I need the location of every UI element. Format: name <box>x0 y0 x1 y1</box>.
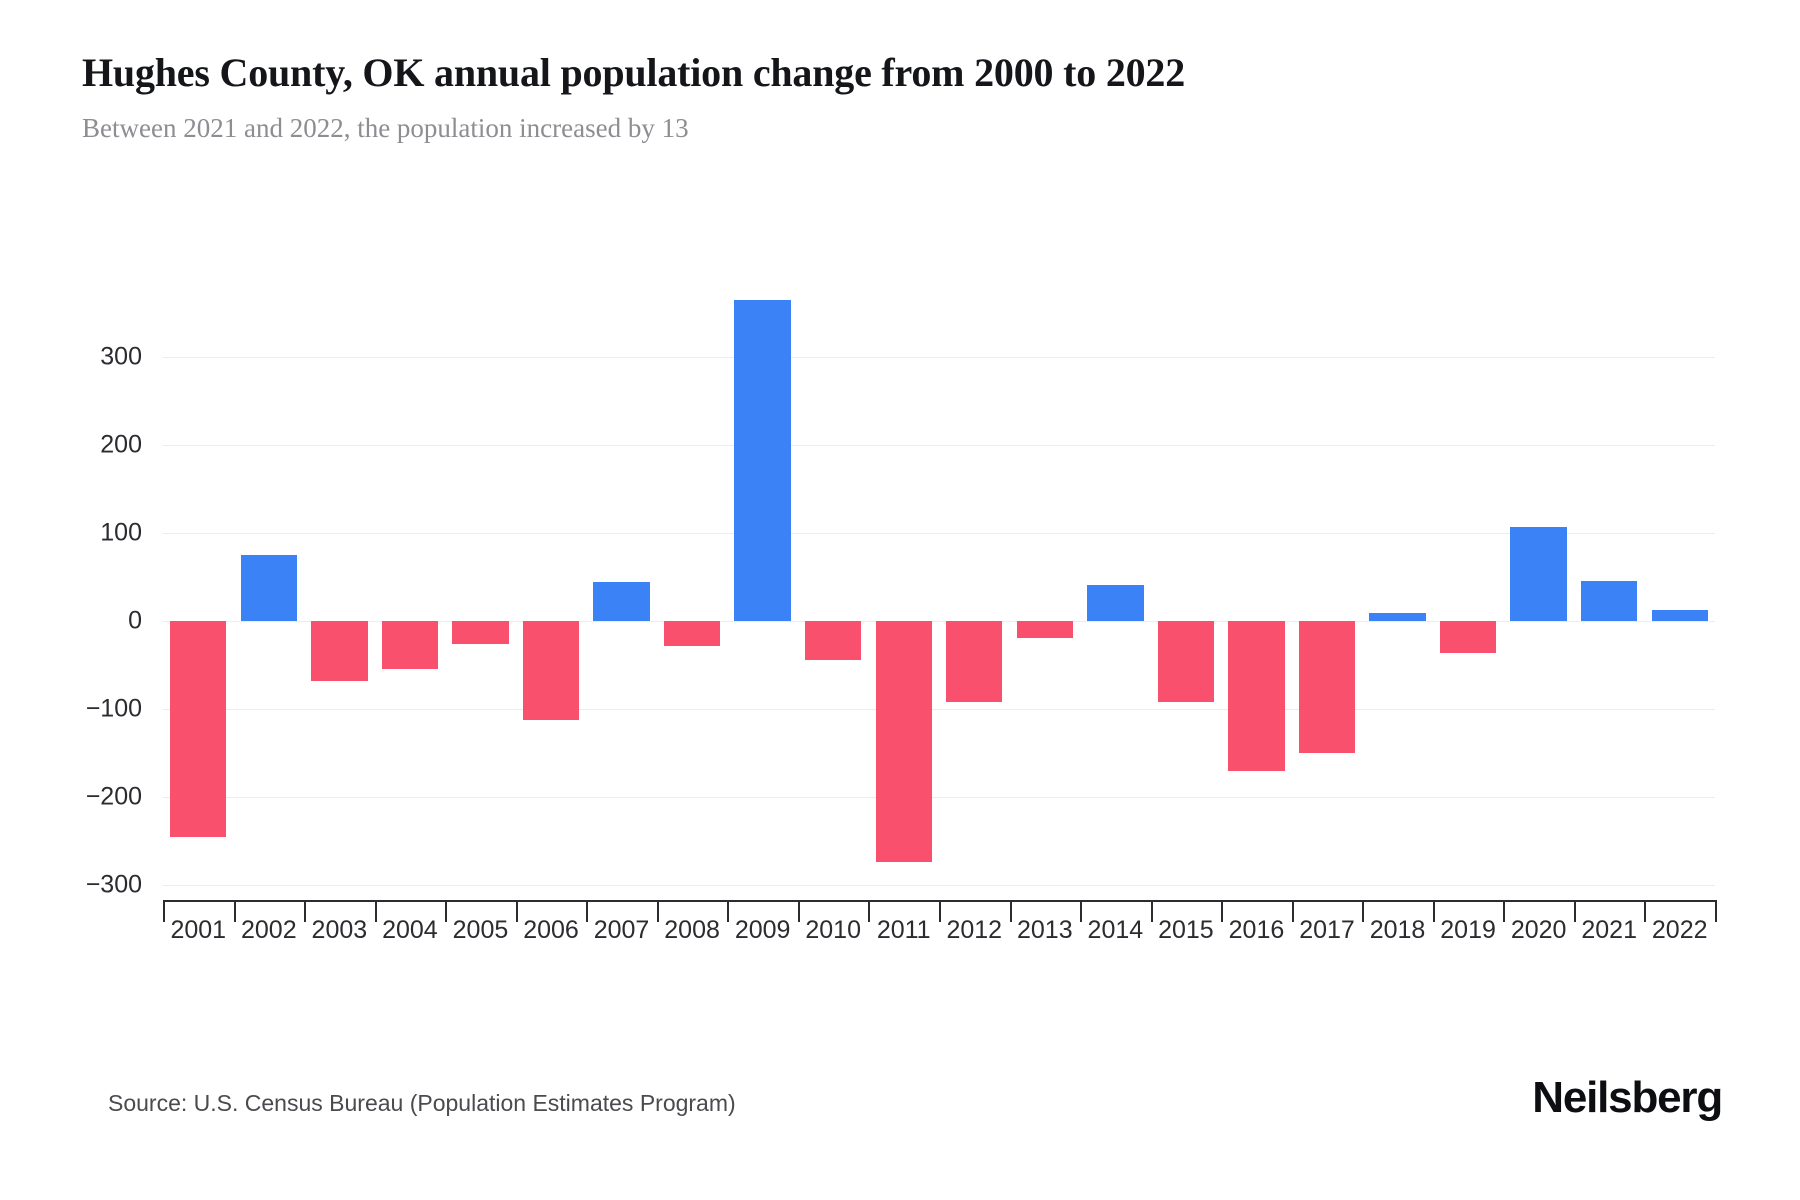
bar-2005[interactable] <box>452 621 509 644</box>
gridline <box>163 797 1715 798</box>
x-axis-tick-mark <box>727 900 730 922</box>
bar-2001[interactable] <box>170 621 227 837</box>
x-axis-tick-mark <box>586 900 589 922</box>
x-axis-tick-label: 2001 <box>170 916 227 944</box>
y-axis-tick-label: −100 <box>85 694 142 723</box>
x-axis-tick-mark <box>1503 900 1506 922</box>
bar-2017[interactable] <box>1298 621 1356 753</box>
x-axis-tick-label: 2019 <box>1440 916 1496 944</box>
source-note: Source: U.S. Census Bureau (Population E… <box>108 1090 736 1116</box>
bar-2013[interactable] <box>1016 621 1074 638</box>
y-axis-tick-label: −300 <box>85 870 142 899</box>
x-axis-tick-label: 2015 <box>1158 916 1214 944</box>
bar-2021[interactable] <box>1580 580 1638 621</box>
bar-2012[interactable] <box>946 621 1003 702</box>
y-axis-tick-label: −200 <box>85 782 142 811</box>
bar-2007[interactable] <box>593 582 650 621</box>
bar-2002[interactable] <box>240 555 298 621</box>
x-axis-tick-mark <box>1150 900 1153 922</box>
y-axis-tick-label: 300 <box>100 342 142 371</box>
x-axis-tick-label: 2021 <box>1581 916 1637 944</box>
x-axis-tick-mark <box>1291 900 1294 922</box>
gridline <box>163 621 1715 622</box>
x-axis-tick-label: 2020 <box>1510 916 1567 944</box>
gridline <box>163 357 1715 358</box>
x-axis-tick-mark <box>1362 900 1365 922</box>
x-axis-tick-mark <box>656 900 659 922</box>
x-axis-tick-label: 2004 <box>382 916 438 944</box>
x-axis-tick-mark <box>797 900 800 922</box>
x-axis-tick-label: 2008 <box>664 916 720 944</box>
x-axis-tick-mark <box>1432 900 1435 922</box>
x-axis-tick-label: 2017 <box>1299 916 1355 944</box>
chart-subtitle: Between 2021 and 2022, the population in… <box>82 113 689 143</box>
x-axis-tick-mark <box>1221 900 1224 922</box>
bar-2015[interactable] <box>1157 621 1215 702</box>
x-axis-tick-label: 2007 <box>593 916 650 944</box>
bar-2020[interactable] <box>1510 526 1567 621</box>
bar-2018[interactable] <box>1369 613 1426 621</box>
bar-2010[interactable] <box>804 621 862 660</box>
x-axis-tick-mark <box>1715 900 1717 922</box>
x-axis-tick-label: 2005 <box>452 916 509 944</box>
x-axis-tick-label: 2006 <box>523 916 579 944</box>
x-axis-tick-mark <box>1009 900 1012 922</box>
x-axis-tick-label: 2022 <box>1651 916 1708 944</box>
x-axis-tick-mark <box>1080 900 1083 922</box>
x-axis-tick-mark <box>515 900 518 922</box>
x-axis-tick-mark <box>304 900 307 922</box>
x-axis-tick-label: 2018 <box>1369 916 1426 944</box>
bar-2006[interactable] <box>522 621 580 720</box>
x-axis-tick-mark <box>445 900 448 922</box>
x-axis-tick-label: 2010 <box>805 916 861 944</box>
x-axis-tick-mark <box>868 900 871 922</box>
bar-2008[interactable] <box>663 621 721 646</box>
bar-2003[interactable] <box>311 621 368 681</box>
gridline <box>163 709 1715 710</box>
y-axis-tick-label: 200 <box>100 430 142 459</box>
x-axis-tick-mark <box>374 900 377 922</box>
x-axis-tick-mark <box>1644 900 1647 922</box>
gridline <box>163 885 1715 886</box>
brand-logo: Neilsberg <box>1532 1073 1723 1122</box>
bar-2014[interactable] <box>1087 584 1144 621</box>
gridline <box>163 533 1715 534</box>
x-axis-tick-label: 2009 <box>734 916 791 944</box>
page-title: Hughes County, OK annual population chan… <box>82 50 1186 95</box>
x-axis-tick-mark <box>939 900 941 922</box>
x-axis-tick-mark <box>1573 900 1576 922</box>
bar-2004[interactable] <box>381 621 439 670</box>
x-axis-tick-label: 2003 <box>311 916 368 944</box>
bar-2016[interactable] <box>1228 621 1285 771</box>
x-axis-tick-label: 2002 <box>241 916 297 944</box>
y-axis-tick-label: 0 <box>128 606 142 635</box>
x-axis-tick-mark <box>233 900 236 922</box>
gridline <box>163 445 1715 446</box>
x-axis-tick-label: 2011 <box>876 916 931 944</box>
x-axis-tick-label: 2012 <box>946 916 1003 944</box>
x-axis-tick-label: 2014 <box>1087 916 1144 944</box>
y-axis-tick-label: 100 <box>100 518 142 547</box>
bar-2019[interactable] <box>1439 621 1497 653</box>
bar-2009[interactable] <box>734 299 791 621</box>
x-axis-tick-label: 2016 <box>1228 916 1285 944</box>
chart-header: Hughes County, OK annual population chan… <box>82 50 1722 144</box>
x-axis-tick-label: 2013 <box>1017 916 1073 944</box>
x-axis-tick-mark <box>163 900 165 922</box>
bar-2022[interactable] <box>1651 609 1708 621</box>
bar-2011[interactable] <box>875 621 932 863</box>
